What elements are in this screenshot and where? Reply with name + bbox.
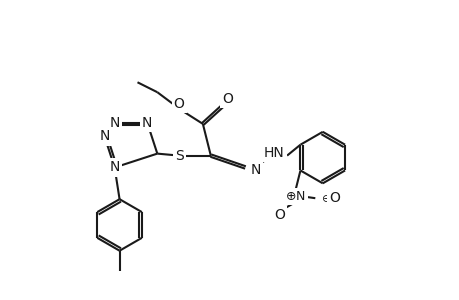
Text: $\ominus$: $\ominus$ — [320, 193, 331, 204]
Text: N: N — [99, 130, 110, 143]
Text: HN: HN — [263, 146, 284, 160]
Text: O: O — [274, 208, 285, 222]
Text: O: O — [329, 191, 339, 205]
Text: N: N — [250, 164, 260, 178]
Text: N: N — [109, 116, 119, 130]
Text: O: O — [222, 92, 233, 106]
Text: O: O — [174, 97, 184, 111]
Text: N: N — [109, 160, 119, 175]
Text: N: N — [142, 116, 152, 130]
Text: S: S — [174, 148, 183, 163]
Text: $\oplus$N: $\oplus$N — [285, 190, 305, 203]
